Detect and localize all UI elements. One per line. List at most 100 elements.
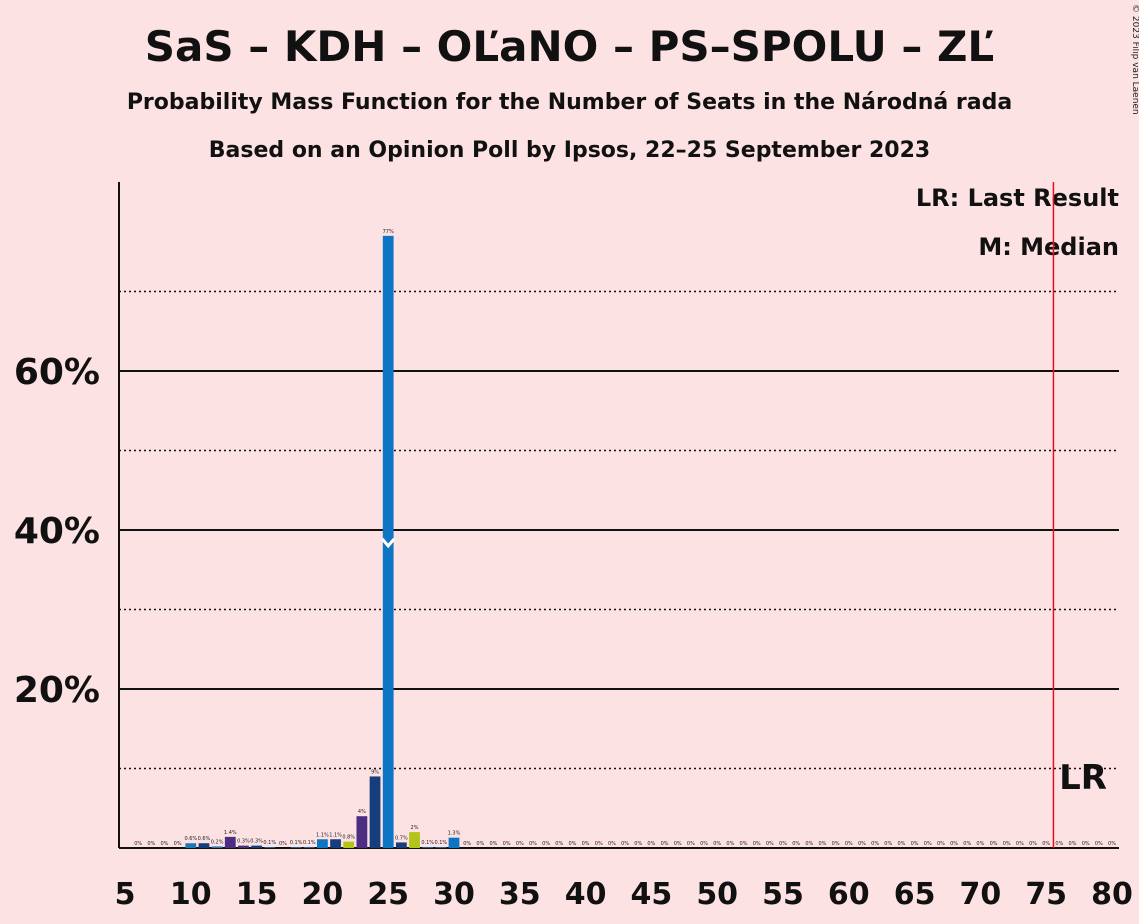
legend-last-result: LR: Last Result: [915, 184, 1119, 212]
data-label: 1.1%: [329, 832, 342, 838]
data-label: 0.1%: [434, 840, 447, 846]
data-label: 77%: [383, 229, 394, 235]
data-label: 0%: [463, 841, 471, 847]
data-label: 0.7%: [395, 835, 408, 841]
bar-seat-10: [185, 843, 197, 848]
data-label: 0%: [713, 841, 721, 847]
data-label: 0.1%: [290, 840, 303, 846]
bar-seat-23: [356, 816, 368, 848]
data-label: 0.3%: [250, 839, 263, 845]
data-label: 0%: [858, 841, 866, 847]
bar-seat-12: [211, 846, 223, 848]
data-label: 0%: [805, 841, 813, 847]
data-label: 0%: [1042, 841, 1050, 847]
data-label: 1.3%: [448, 831, 461, 837]
data-label: 0.1%: [303, 840, 316, 846]
data-label: 2%: [411, 825, 419, 831]
data-label: 0%: [476, 841, 484, 847]
bar-seat-25: [382, 235, 394, 849]
data-label: 0%: [937, 841, 945, 847]
data-label: 0%: [871, 841, 879, 847]
data-label: 0.1%: [421, 840, 434, 846]
data-label: 0%: [1003, 841, 1011, 847]
data-label: 0.8%: [342, 835, 355, 841]
x-tick-label: 30: [433, 877, 475, 912]
data-label: 0%: [1095, 841, 1103, 847]
data-label: 0%: [1029, 841, 1037, 847]
bar-seat-11: [198, 843, 210, 848]
data-label: 0%: [147, 841, 155, 847]
y-tick-label: 20%: [14, 670, 100, 711]
data-label: 0%: [726, 841, 734, 847]
data-label: 0%: [950, 841, 958, 847]
x-tick-label: 60: [828, 877, 870, 912]
data-label: 0%: [490, 841, 498, 847]
bar-seat-16: [264, 847, 276, 848]
data-label: 0%: [897, 841, 905, 847]
data-label: 0%: [740, 841, 748, 847]
bar-seat-19: [303, 847, 315, 848]
bar-seat-28: [422, 847, 434, 848]
x-tick-label: 55: [762, 877, 804, 912]
bar-seat-13: [224, 836, 236, 848]
data-label: 0%: [845, 841, 853, 847]
data-label: 0%: [1069, 841, 1077, 847]
x-tick-label: 50: [696, 877, 738, 912]
data-label: 0%: [674, 841, 682, 847]
data-label: 1.4%: [224, 830, 237, 836]
x-tick-label: 15: [236, 877, 278, 912]
data-label: 0%: [1108, 841, 1116, 847]
bar-seat-30: [448, 837, 460, 848]
data-label: 0%: [911, 841, 919, 847]
data-label: 1.1%: [316, 832, 329, 838]
chart-subtitle: Probability Mass Function for the Number…: [126, 90, 1013, 115]
data-label: 0%: [990, 841, 998, 847]
bar-seat-22: [343, 841, 355, 848]
bar-seat-26: [395, 842, 407, 848]
x-tick-label: 75: [1025, 877, 1067, 912]
data-label: 0%: [516, 841, 524, 847]
bar-seat-21: [330, 839, 341, 848]
data-label: 0%: [174, 841, 182, 847]
data-label: 0%: [976, 841, 984, 847]
data-label: 0%: [279, 841, 287, 847]
data-label: 0%: [687, 841, 695, 847]
data-label: 0.6%: [184, 836, 197, 842]
bar-seat-29: [435, 847, 447, 848]
data-label: 0%: [582, 841, 590, 847]
chart-source: Based on an Opinion Poll by Ipsos, 22–25…: [208, 138, 931, 163]
data-label: 0%: [832, 841, 840, 847]
bar-seat-20: [317, 839, 328, 848]
data-label: 0.6%: [198, 836, 211, 842]
data-label: 0%: [1055, 841, 1063, 847]
data-label: 0%: [924, 841, 932, 847]
legend-median: M: Median: [978, 233, 1119, 261]
data-label: 0%: [568, 841, 576, 847]
x-tick-label: 35: [499, 877, 541, 912]
data-label: 0%: [819, 841, 827, 847]
data-label: 0%: [1082, 841, 1090, 847]
x-tick-label: 70: [960, 877, 1002, 912]
data-label: 0%: [963, 841, 971, 847]
data-label: 0%: [621, 841, 629, 847]
data-label: 0%: [634, 841, 642, 847]
data-label: 0%: [792, 841, 800, 847]
x-tick-label: 5: [115, 877, 136, 912]
data-label: 0%: [529, 841, 537, 847]
last-result-label: LR: [1059, 758, 1107, 798]
x-tick-label: 40: [565, 877, 607, 912]
data-label: 0%: [766, 841, 774, 847]
median-marker: [381, 537, 396, 549]
bar-seat-18: [290, 847, 302, 848]
y-tick-label: 40%: [14, 511, 100, 552]
x-tick-label: 20: [302, 877, 344, 912]
data-label: 0.1%: [263, 840, 276, 846]
y-tick-label: 60%: [14, 352, 100, 393]
data-label: 0%: [134, 841, 142, 847]
data-label: 0%: [503, 841, 511, 847]
bar-seat-14: [238, 845, 249, 848]
data-label: 0%: [647, 841, 655, 847]
x-tick-label: 65: [894, 877, 936, 912]
data-label: 0%: [1016, 841, 1024, 847]
